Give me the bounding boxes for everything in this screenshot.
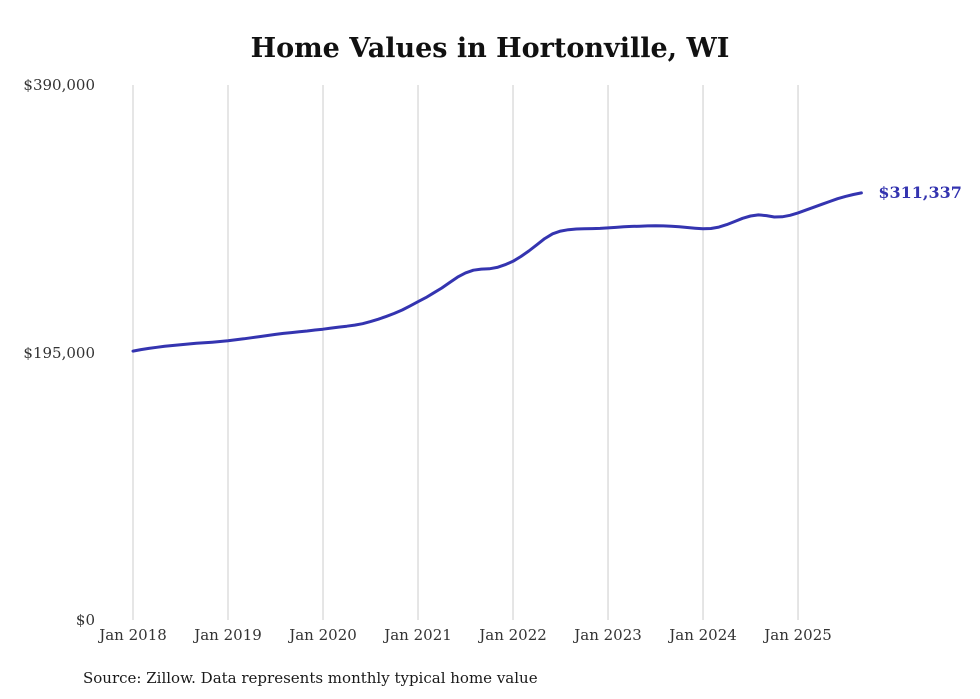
source-attribution: Source: Zillow. Data represents monthly … bbox=[83, 669, 538, 687]
latest-value-annotation: $311,337 bbox=[878, 182, 962, 202]
home-value-line bbox=[131, 191, 863, 353]
y-tick-label: $0 bbox=[75, 611, 95, 629]
x-tick-label: Jan 2025 bbox=[764, 626, 832, 644]
x-tick-label: Jan 2018 bbox=[99, 626, 167, 644]
y-tick-label: $195,000 bbox=[23, 343, 95, 362]
x-tick-label: Jan 2019 bbox=[194, 626, 262, 644]
y-tick-label: $390,000 bbox=[23, 76, 95, 94]
x-tick-label: Jan 2021 bbox=[384, 626, 452, 644]
x-tick-label: Jan 2022 bbox=[479, 626, 547, 644]
x-tick-label: Jan 2024 bbox=[669, 626, 737, 644]
x-tick-label: Jan 2023 bbox=[574, 626, 642, 644]
chart-title: Home Values in Hortonville, WI bbox=[250, 33, 730, 64]
x-tick-label: Jan 2020 bbox=[289, 626, 357, 644]
